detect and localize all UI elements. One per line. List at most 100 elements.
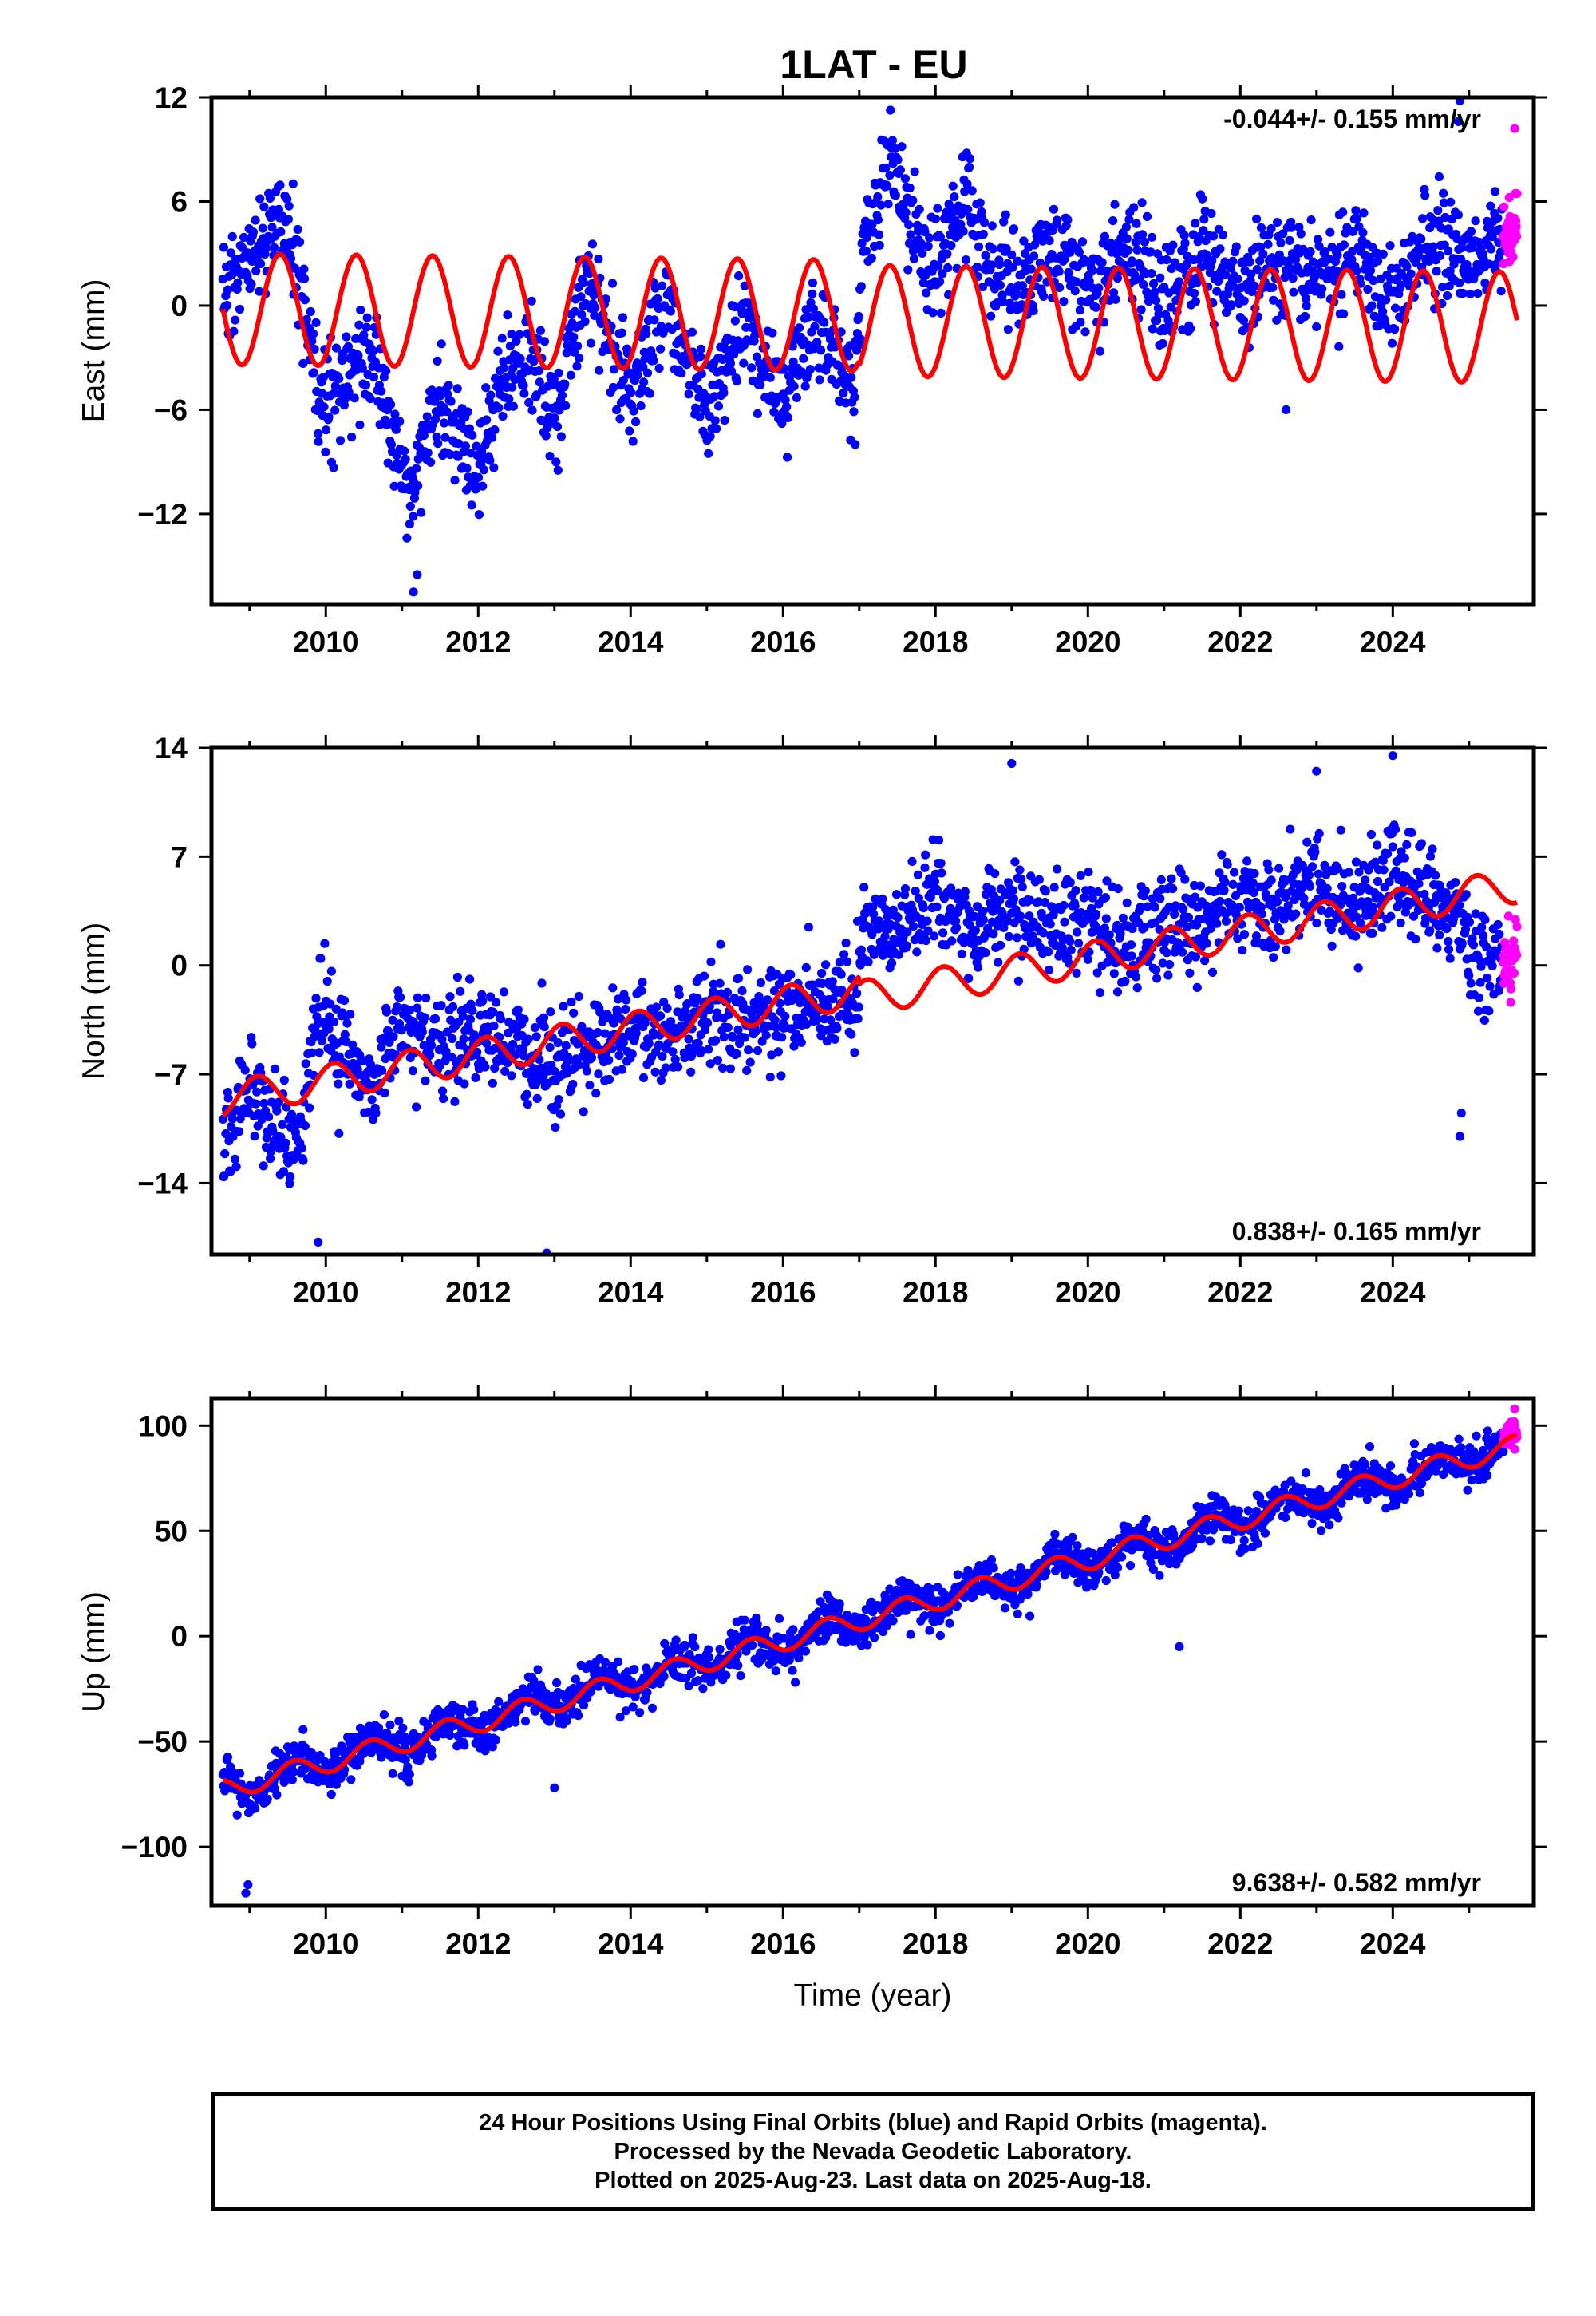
data-point	[1333, 864, 1343, 874]
data-point	[937, 868, 946, 878]
data-point	[425, 1050, 435, 1060]
data-point	[856, 282, 866, 291]
data-point	[1217, 850, 1227, 860]
data-point	[431, 1014, 440, 1024]
data-point	[722, 987, 733, 997]
data-point	[1132, 983, 1142, 993]
data-point	[947, 936, 957, 946]
x-tick-label: 2020	[1055, 626, 1120, 658]
data-point	[1088, 893, 1097, 903]
data-point	[587, 239, 598, 249]
data-point	[1094, 283, 1104, 293]
data-point	[1191, 952, 1200, 962]
data-point	[1013, 976, 1023, 986]
data-point	[1365, 911, 1375, 920]
data-point	[1257, 909, 1266, 919]
data-point	[1136, 305, 1146, 314]
data-point	[569, 332, 579, 342]
data-point	[1473, 289, 1483, 298]
data-point	[1245, 257, 1254, 267]
data-point	[600, 1658, 610, 1667]
data-point	[1299, 899, 1309, 909]
data-point	[223, 301, 232, 310]
data-point	[356, 305, 365, 315]
data-point	[247, 279, 256, 289]
data-point	[272, 1790, 282, 1800]
data-point	[705, 1652, 714, 1662]
data-point	[515, 330, 524, 339]
data-point	[438, 1086, 448, 1096]
data-point	[1136, 903, 1145, 912]
data-point	[935, 277, 945, 287]
data-point	[736, 1671, 745, 1681]
data-point	[405, 1769, 414, 1779]
data-point	[967, 186, 977, 196]
data-point	[435, 391, 445, 401]
data-point	[576, 292, 586, 302]
data-point	[537, 978, 547, 988]
data-point	[900, 884, 911, 894]
data-point	[231, 1162, 241, 1172]
data-point	[1348, 227, 1357, 236]
data-point	[1256, 903, 1266, 912]
data-point	[1055, 283, 1065, 292]
data-point	[761, 1626, 771, 1635]
data-point	[747, 363, 757, 373]
data-point	[1433, 206, 1443, 215]
data-point	[421, 994, 431, 1003]
data-point	[607, 279, 618, 288]
data-point	[1396, 847, 1406, 856]
data-point	[586, 338, 596, 348]
data-point	[873, 192, 883, 202]
data-point	[1250, 868, 1259, 879]
data-point	[682, 999, 693, 1009]
data-point	[1443, 291, 1452, 301]
data-point	[974, 962, 983, 972]
data-point	[887, 136, 897, 145]
data-point	[801, 305, 811, 314]
data-point	[444, 381, 453, 390]
data-point	[353, 1065, 362, 1074]
data-point	[904, 220, 914, 230]
data-point	[430, 414, 440, 425]
data-point	[900, 174, 910, 184]
data-point	[1238, 316, 1248, 326]
data-point	[1480, 278, 1490, 288]
data-point	[1273, 897, 1282, 907]
rapid-data-point	[1506, 998, 1515, 1007]
data-point	[1150, 903, 1159, 912]
data-point	[388, 1015, 397, 1025]
data-point	[546, 1007, 555, 1017]
data-point	[575, 354, 584, 363]
data-point	[579, 1701, 589, 1710]
data-point	[626, 388, 636, 397]
data-point	[1250, 281, 1259, 291]
data-point	[394, 1716, 404, 1726]
data-point	[545, 452, 555, 461]
data-point	[479, 465, 489, 475]
data-point	[1268, 283, 1278, 292]
data-point	[490, 425, 500, 435]
data-point	[1158, 338, 1167, 349]
data-point	[695, 412, 705, 421]
data-point	[859, 883, 869, 892]
data-point	[880, 931, 890, 941]
data-point	[1460, 925, 1471, 935]
data-point	[381, 366, 391, 376]
data-point	[311, 994, 321, 1003]
data-point	[1386, 911, 1396, 921]
data-point	[1074, 247, 1084, 257]
data-point	[618, 1038, 628, 1048]
data-point	[783, 413, 793, 423]
data-point	[728, 1033, 737, 1042]
data-point	[590, 310, 599, 320]
data-point	[1444, 281, 1454, 291]
data-point	[912, 947, 922, 957]
data-point	[925, 233, 934, 243]
x-tick-label: 2018	[903, 626, 968, 658]
plot-frame	[209, 95, 1536, 607]
data-point	[637, 986, 646, 996]
data-point	[625, 426, 634, 436]
data-point	[713, 1056, 723, 1065]
data-point	[395, 417, 405, 426]
